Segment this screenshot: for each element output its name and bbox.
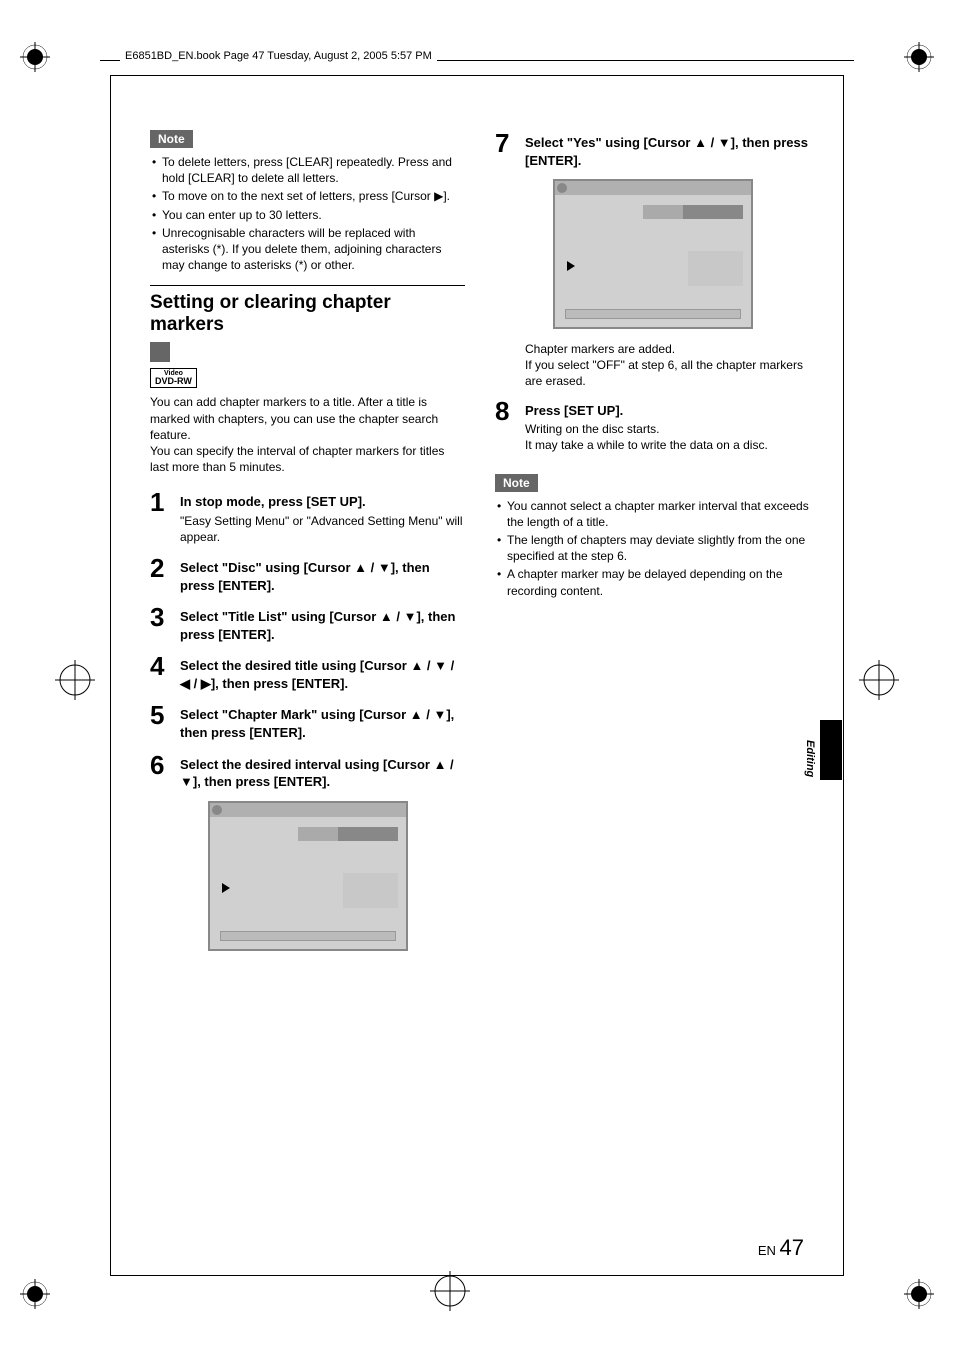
crop-mark-br	[904, 1279, 934, 1309]
note-item: You can enter up to 30 letters.	[150, 207, 465, 223]
left-column: Note To delete letters, press [CLEAR] re…	[150, 130, 465, 963]
intro-text: You can add chapter markers to a title. …	[150, 394, 465, 475]
crop-mark-tr	[904, 42, 934, 72]
note-item: To move on to the next set of letters, p…	[150, 188, 465, 204]
step-title: In stop mode, press [SET UP].	[180, 493, 465, 511]
step-number: 7	[495, 130, 517, 169]
note-label-1: Note	[150, 130, 193, 148]
step-title: Press [SET UP].	[525, 402, 810, 420]
crop-mark-bl	[20, 1279, 50, 1309]
screen-tabs	[643, 205, 743, 219]
note-list-1: To delete letters, press [CLEAR] repeate…	[150, 154, 465, 273]
icon-row	[150, 342, 465, 362]
reg-mark-bm	[430, 1271, 470, 1311]
right-column: 7 Select "Yes" using [Cursor ▲ / ▼], the…	[495, 130, 810, 963]
step-title: Select "Chapter Mark" using [Cursor ▲ / …	[180, 706, 465, 741]
side-tab	[820, 720, 842, 780]
screen-titlebar	[210, 803, 406, 817]
step-number: 4	[150, 653, 172, 692]
screen-titlebar	[555, 181, 751, 195]
step-title: Select "Disc" using [Cursor ▲ / ▼], then…	[180, 559, 465, 594]
reg-mark-mr	[859, 660, 899, 700]
step-number: 1	[150, 489, 172, 545]
note-list-2: You cannot select a chapter marker inter…	[495, 498, 810, 599]
note-item: A chapter marker may be delayed dependin…	[495, 566, 810, 598]
section-title: Setting or clearing chapter markers	[150, 292, 465, 336]
step-title: Select the desired title using [Cursor ▲…	[180, 657, 465, 692]
play-icon	[222, 883, 230, 893]
note-item: You cannot select a chapter marker inter…	[495, 498, 810, 530]
note-item: To delete letters, press [CLEAR] repeate…	[150, 154, 465, 186]
note-item: Unrecognisable characters will be replac…	[150, 225, 465, 274]
step-body: Press [SET UP]. Writing on the disc star…	[525, 398, 810, 454]
step-number: 3	[150, 604, 172, 643]
disc-icon	[212, 805, 222, 815]
step-8: 8 Press [SET UP]. Writing on the disc st…	[495, 398, 810, 454]
after-step7-text: Chapter markers are added. If you select…	[525, 341, 810, 390]
crop-mark-tl	[20, 42, 50, 72]
step-sub: Writing on the disc starts. It may take …	[525, 421, 810, 453]
disc-icon	[557, 183, 567, 193]
step-2: 2 Select "Disc" using [Cursor ▲ / ▼], th…	[150, 555, 465, 594]
step-body: In stop mode, press [SET UP]. "Easy Sett…	[180, 489, 465, 545]
note-label-2: Note	[495, 474, 538, 492]
screen-bottom-bar	[565, 309, 741, 319]
step-7: 7 Select "Yes" using [Cursor ▲ / ▼], the…	[495, 130, 810, 169]
screen-panel	[688, 251, 743, 286]
screen-mockup-1	[208, 801, 408, 951]
note-item: The length of chapters may deviate sligh…	[495, 532, 810, 564]
badge-row: Video DVD-RW	[150, 368, 465, 388]
step-title: Select "Yes" using [Cursor ▲ / ▼], then …	[525, 134, 810, 169]
step-3: 3 Select "Title List" using [Cursor ▲ / …	[150, 604, 465, 643]
screen-tab	[338, 827, 398, 841]
screen-tab	[643, 205, 683, 219]
screen-mockup-2	[553, 179, 753, 329]
screen-bottom-bar	[220, 931, 396, 941]
section-divider	[150, 285, 465, 286]
dvd-rw-badge: Video DVD-RW	[150, 368, 197, 388]
step-4: 4 Select the desired title using [Cursor…	[150, 653, 465, 692]
content-area: Note To delete letters, press [CLEAR] re…	[150, 130, 810, 963]
page-footer: EN 47	[758, 1235, 804, 1261]
step-1: 1 In stop mode, press [SET UP]. "Easy Se…	[150, 489, 465, 545]
reg-mark-ml	[55, 660, 95, 700]
step-title: Select "Title List" using [Cursor ▲ / ▼]…	[180, 608, 465, 643]
screen-tabs	[298, 827, 398, 841]
header-filename: E6851BD_EN.book Page 47 Tuesday, August …	[120, 50, 437, 62]
screen-tab	[683, 205, 743, 219]
step-title: Select the desired interval using [Curso…	[180, 756, 465, 791]
step-6: 6 Select the desired interval using [Cur…	[150, 752, 465, 791]
side-section-label: Editing	[804, 740, 816, 777]
step-number: 5	[150, 702, 172, 741]
step-5: 5 Select "Chapter Mark" using [Cursor ▲ …	[150, 702, 465, 741]
step-number: 2	[150, 555, 172, 594]
screen-tab	[298, 827, 338, 841]
step-number: 8	[495, 398, 517, 454]
play-icon	[567, 261, 575, 271]
screen-panel	[343, 873, 398, 908]
hand-icon	[150, 342, 170, 362]
footer-page-number: 47	[780, 1235, 804, 1260]
footer-lang: EN	[758, 1243, 776, 1258]
step-sub: "Easy Setting Menu" or "Advanced Setting…	[180, 513, 465, 545]
step-number: 6	[150, 752, 172, 791]
